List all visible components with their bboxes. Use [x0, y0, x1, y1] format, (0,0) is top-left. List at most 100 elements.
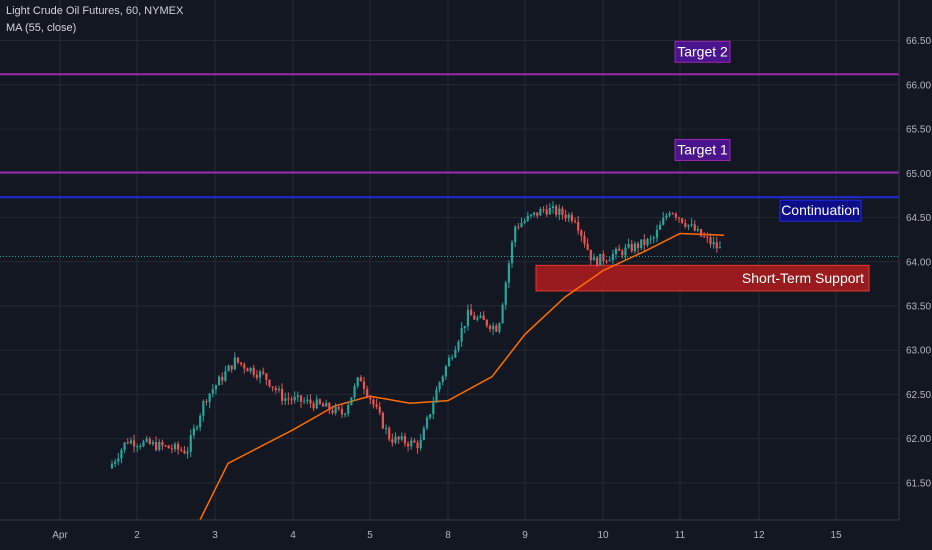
candle-body — [315, 399, 318, 409]
candle-body — [545, 209, 548, 215]
chart-title: Light Crude Oil Futures, 60, NYMEX — [6, 5, 184, 17]
candle-body — [570, 214, 573, 221]
candle-body — [555, 206, 558, 215]
candle-body — [718, 247, 722, 249]
candle-body — [155, 442, 158, 451]
candle-body — [173, 444, 177, 450]
y-tick-label: 65.50 — [906, 125, 931, 136]
candle-body — [277, 388, 281, 391]
candle-body — [161, 442, 164, 446]
x-tick-label: Apr — [52, 530, 68, 541]
moving-average-line — [199, 232, 725, 521]
y-tick-label: 63.50 — [906, 301, 931, 312]
candle-body — [372, 399, 375, 405]
candle-body — [397, 436, 400, 440]
candle-body — [353, 386, 356, 398]
candle-body — [265, 373, 268, 380]
candle-body — [199, 415, 202, 427]
candle-body — [394, 436, 397, 443]
candle-body — [542, 209, 545, 211]
candle-body — [470, 309, 473, 316]
candle-body — [224, 371, 227, 381]
x-tick-label: 2 — [134, 530, 140, 541]
candle-body — [359, 377, 362, 382]
candle-body — [132, 440, 136, 447]
x-tick-label: 11 — [675, 530, 686, 541]
candle-body — [246, 368, 249, 372]
candle-body — [703, 236, 706, 238]
candle-body — [589, 249, 592, 261]
x-tick-label: 10 — [597, 530, 609, 541]
time-axis[interactable]: Apr 2 3 4 5 8 9 10 11 12 15 — [0, 519, 932, 550]
candle-body — [296, 395, 299, 397]
candle-body — [378, 406, 381, 413]
candle-body — [126, 442, 129, 444]
candle-body — [529, 214, 533, 216]
candle-body — [646, 239, 649, 245]
y-tick-label: 64.00 — [906, 257, 931, 268]
candle-body — [476, 317, 479, 320]
candle-body — [189, 435, 192, 452]
candle-body — [621, 250, 624, 256]
y-tick-label: 63.00 — [906, 346, 931, 357]
level-annotations[interactable]: 66.12Target 265.01Target 164.73Continuat… — [674, 40, 931, 286]
candle-body — [482, 315, 485, 320]
candle-body — [388, 428, 391, 440]
candle-body — [205, 401, 208, 403]
candle-body — [495, 325, 498, 332]
candle-body — [312, 403, 315, 409]
candle-body — [211, 389, 214, 394]
x-tick-label: 8 — [445, 530, 451, 541]
candle-body — [690, 224, 693, 226]
candle-body — [347, 405, 350, 414]
candle-body — [391, 439, 394, 443]
x-tick-label: 4 — [290, 530, 296, 541]
candle-body — [451, 357, 454, 359]
candle-body — [586, 243, 589, 250]
candle-body — [369, 396, 372, 400]
candle-body — [337, 406, 340, 409]
candle-body — [362, 381, 366, 389]
y-tick-label: 66.00 — [906, 80, 931, 91]
candle-body — [192, 428, 195, 436]
candle-body — [438, 382, 441, 390]
candle-body — [536, 212, 539, 216]
y-tick-label: 64.50 — [906, 213, 931, 224]
candle-body — [567, 214, 570, 219]
candle-body — [117, 458, 120, 462]
candle-body — [596, 257, 599, 266]
candle-body — [444, 366, 447, 377]
price-axis[interactable]: 61.50 62.00 62.50 63.00 63.50 64.00 64.50 65.00… — [898, 0, 932, 550]
x-tick-label: 15 — [830, 530, 842, 541]
candle-body — [306, 399, 309, 402]
annotation-box — [674, 138, 731, 161]
candle-body — [662, 217, 665, 225]
candle-body — [633, 243, 636, 252]
candle-body — [400, 436, 403, 440]
candle-body — [249, 367, 252, 372]
candle-body — [608, 260, 611, 262]
candle-body — [284, 398, 287, 401]
candle-body — [614, 248, 618, 255]
candle-body — [139, 446, 142, 448]
candle-body — [479, 315, 482, 318]
candle-body — [183, 450, 186, 454]
candle-body — [652, 237, 655, 239]
candle-body — [221, 376, 224, 381]
candle-body — [501, 304, 504, 324]
candle-body — [290, 399, 293, 401]
candle-body — [441, 376, 444, 383]
candle-body — [255, 374, 258, 378]
candle-body — [120, 449, 123, 459]
y-tick-label: 62.00 — [906, 434, 931, 445]
candlesticks — [110, 201, 722, 470]
candle-body — [510, 242, 514, 264]
y-tick-label: 61.50 — [906, 478, 931, 489]
candle-body — [328, 403, 331, 411]
candle-body — [403, 436, 407, 444]
y-tick-label: 62.50 — [906, 390, 931, 401]
candle-body — [564, 214, 567, 219]
candle-body — [136, 446, 139, 448]
annotation-label: Target 2 — [677, 43, 728, 59]
